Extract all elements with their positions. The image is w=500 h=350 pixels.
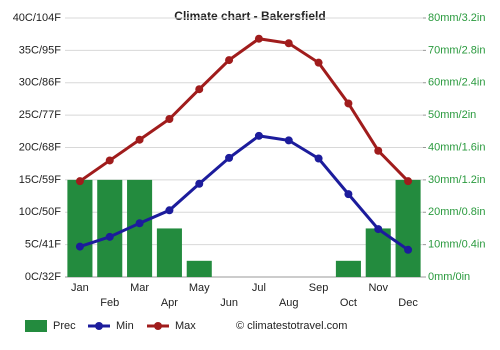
marker — [404, 177, 413, 186]
y2-tick-label: 80mm/3.2in — [428, 12, 485, 24]
y-tick-label: 10C/50F — [19, 206, 61, 218]
x-tick-label: Jun — [220, 297, 238, 309]
marker — [344, 190, 353, 199]
x-tick-label: Nov — [368, 282, 388, 294]
line — [79, 134, 409, 252]
marker — [165, 115, 174, 124]
marker — [135, 219, 144, 228]
legend-label: Min — [116, 320, 134, 332]
credit: © climatestotravel.com — [236, 320, 347, 332]
y2-tick-label: 0mm/0in — [428, 271, 470, 283]
marker — [314, 58, 323, 67]
marker — [374, 225, 383, 234]
x-tick-label: May — [189, 282, 210, 294]
marker — [75, 177, 84, 186]
bar — [67, 179, 93, 277]
y-tick-label: 15C/59F — [19, 174, 61, 186]
marker — [135, 135, 144, 144]
legend-label: Prec — [53, 320, 76, 332]
marker — [404, 245, 413, 254]
bar — [97, 179, 123, 277]
x-tick-label: Jul — [252, 282, 266, 294]
marker — [314, 154, 323, 163]
legend-swatch — [25, 320, 47, 332]
marker — [195, 85, 204, 94]
y-tick-label: 5C/41F — [25, 239, 61, 251]
bar — [395, 179, 421, 277]
marker — [225, 56, 234, 65]
marker — [105, 232, 114, 241]
y2-tick-label: 20mm/0.8in — [428, 206, 485, 218]
line — [79, 37, 410, 183]
legend-label: Max — [175, 320, 196, 332]
y-tick-label: 30C/86F — [19, 77, 61, 89]
marker — [225, 153, 234, 162]
legend-swatch — [154, 322, 162, 330]
y-tick-label: 20C/68F — [19, 141, 61, 153]
x-tick-label: Jan — [71, 282, 89, 294]
y2-tick-label: 10mm/0.4in — [428, 239, 485, 251]
y2-tick-label: 40mm/1.6in — [428, 141, 485, 153]
marker — [284, 136, 293, 145]
marker — [75, 242, 84, 251]
x-tick-label: Feb — [100, 297, 119, 309]
y-tick-label: 25C/77F — [19, 109, 61, 121]
y2-tick-label: 60mm/2.4in — [428, 77, 485, 89]
marker — [344, 99, 353, 108]
legend-swatch — [95, 322, 103, 330]
marker — [105, 156, 114, 165]
y-tick-label: 0C/32F — [25, 271, 61, 283]
x-tick-label: Sep — [309, 282, 329, 294]
marker — [165, 206, 174, 215]
marker — [254, 131, 263, 140]
x-tick-label: Apr — [161, 297, 178, 309]
bar — [335, 260, 361, 277]
x-tick-label: Mar — [130, 282, 149, 294]
bar — [156, 228, 182, 277]
x-tick-label: Oct — [340, 297, 357, 309]
y-tick-label: 35C/95F — [19, 44, 61, 56]
chart-title: Climate chart - Bakersfield — [174, 9, 325, 23]
x-tick-label: Aug — [279, 297, 299, 309]
y2-tick-label: 70mm/2.8in — [428, 44, 485, 56]
y2-tick-label: 50mm/2in — [428, 109, 476, 121]
x-tick-label: Dec — [398, 297, 418, 309]
marker — [374, 146, 383, 155]
marker — [254, 34, 263, 43]
bar — [186, 260, 212, 277]
y-tick-label: 40C/104F — [13, 12, 62, 24]
y2-tick-label: 30mm/1.2in — [428, 174, 485, 186]
marker — [195, 179, 204, 188]
marker — [284, 39, 293, 48]
